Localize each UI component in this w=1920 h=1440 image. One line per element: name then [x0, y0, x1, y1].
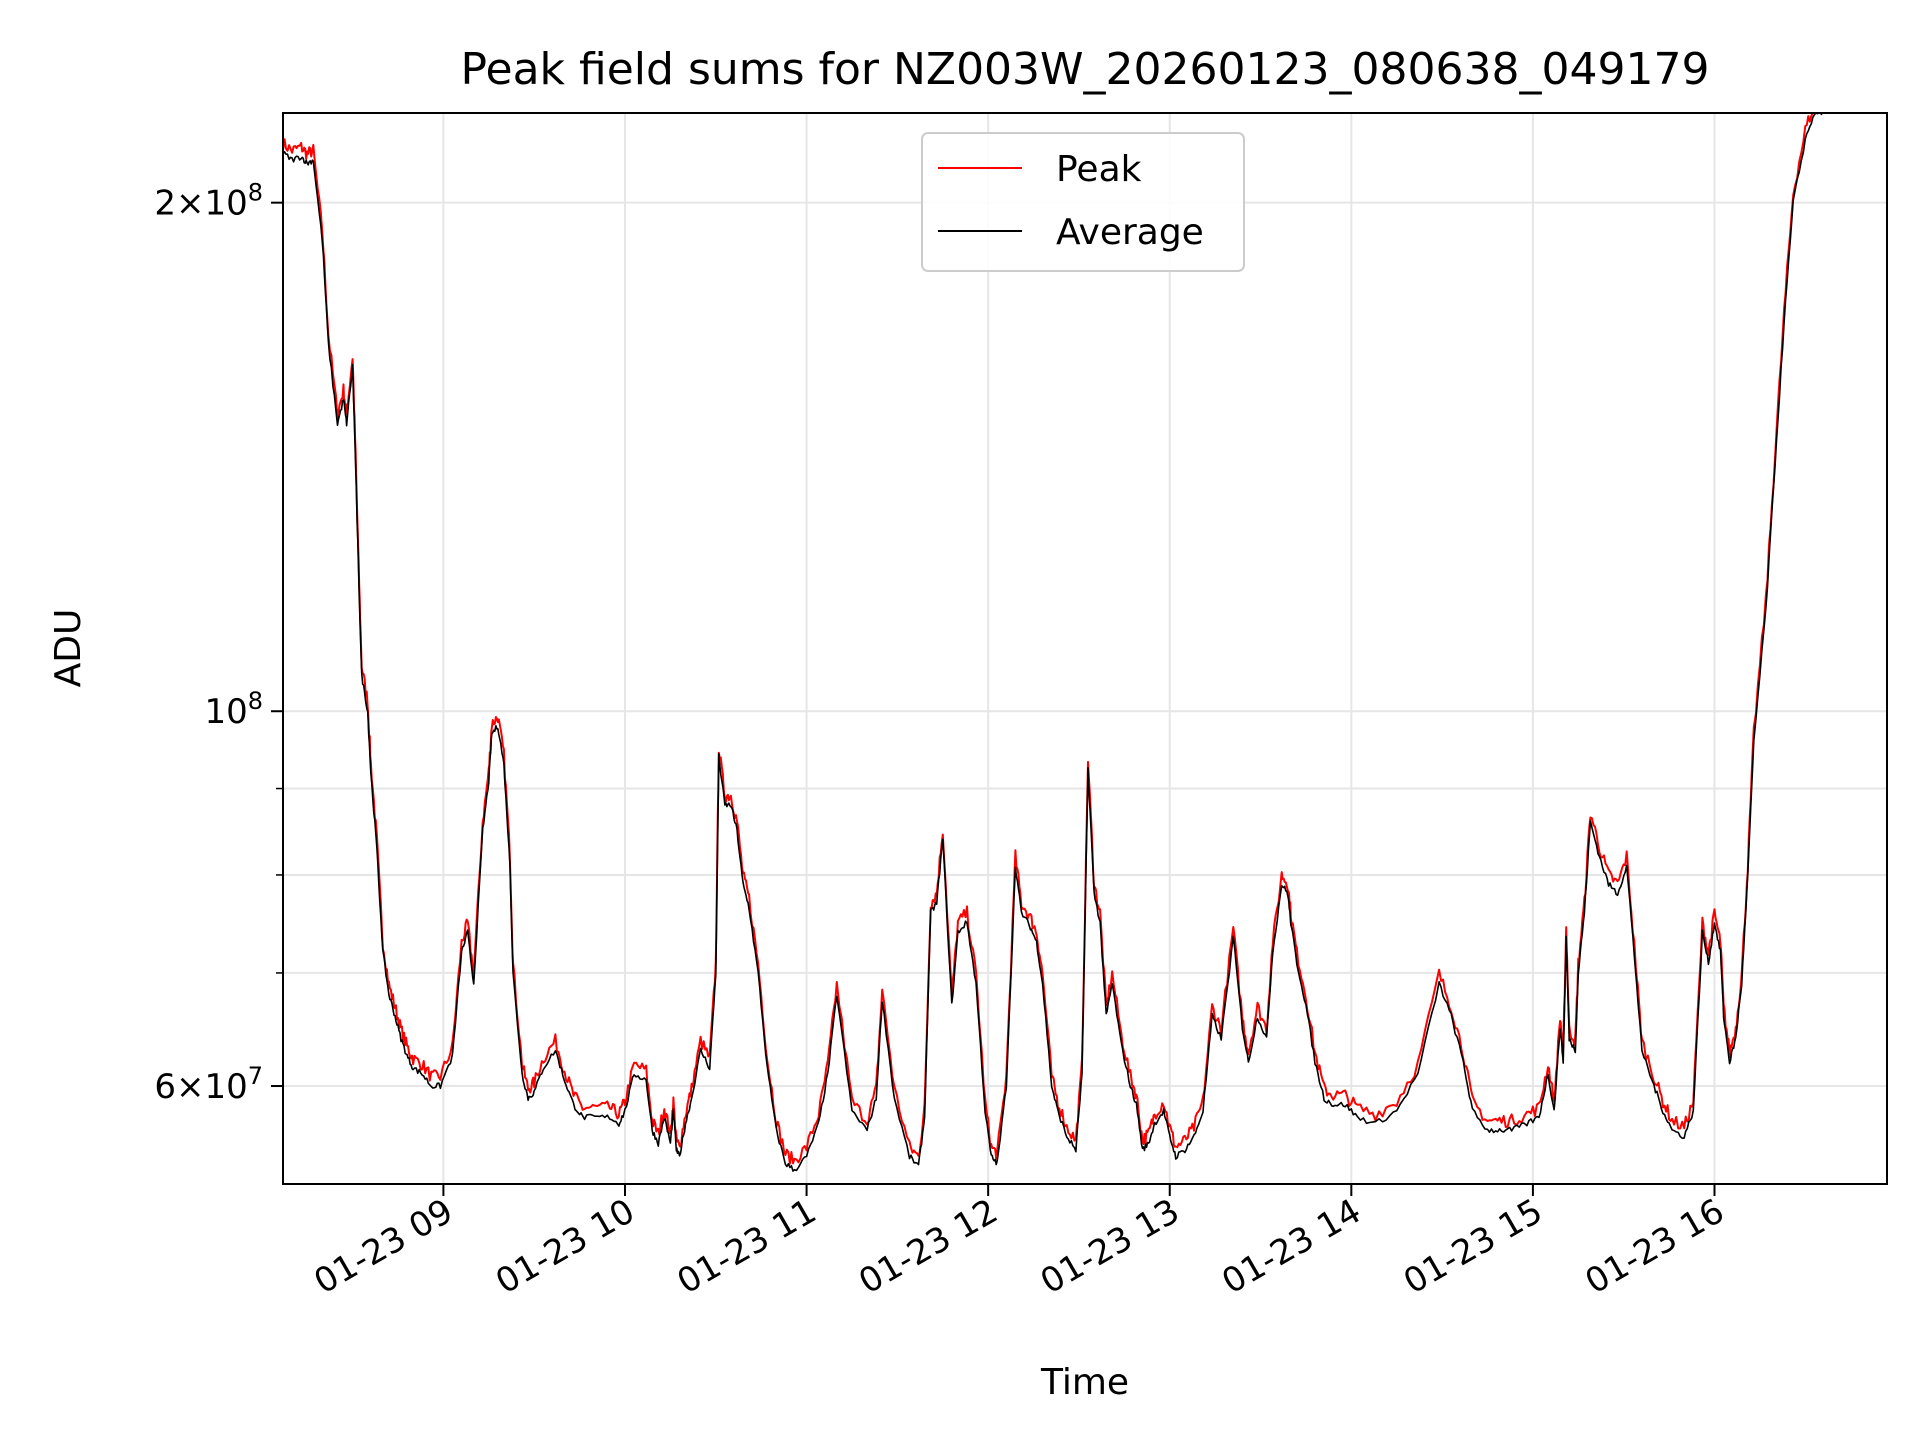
plot-area	[283, 113, 1887, 1184]
x-tick-label: 01-23 11	[671, 1191, 823, 1302]
x-tick-label: 01-23 15	[1397, 1191, 1549, 1302]
legend: Peak Average	[921, 132, 1245, 272]
x-axis-label: Time	[1040, 1362, 1129, 1403]
legend-label-average: Average	[1056, 212, 1204, 253]
series-lines	[282, 112, 1823, 1172]
y-tick-label: 108	[204, 687, 263, 732]
y-axis-label: ADU	[48, 609, 89, 688]
y-axis-ticks: 6×107 108 2×108	[154, 179, 283, 1107]
x-tick-label: 01-23 16	[1579, 1191, 1731, 1302]
chart-title: Peak field sums for NZ003W_20260123_0806…	[461, 44, 1710, 95]
x-tick-label: 01-23 10	[489, 1191, 641, 1302]
x-tick-label: 01-23 13	[1034, 1191, 1186, 1302]
plot-frame	[282, 112, 1888, 1185]
x-tick-label: 01-23 14	[1215, 1191, 1367, 1302]
y-tick-label: 6×107	[154, 1062, 263, 1107]
series-line-average	[282, 112, 1823, 1172]
x-tick-label: 01-23 09	[308, 1191, 460, 1302]
legend-label-peak: Peak	[1056, 149, 1142, 190]
x-axis-ticks: 01-23 09 01-23 10 01-23 11 01-23 12 01-23 13…	[308, 1184, 1731, 1302]
x-tick-label: 01-23 12	[852, 1191, 1004, 1302]
y-tick-label: 2×108	[154, 179, 263, 224]
